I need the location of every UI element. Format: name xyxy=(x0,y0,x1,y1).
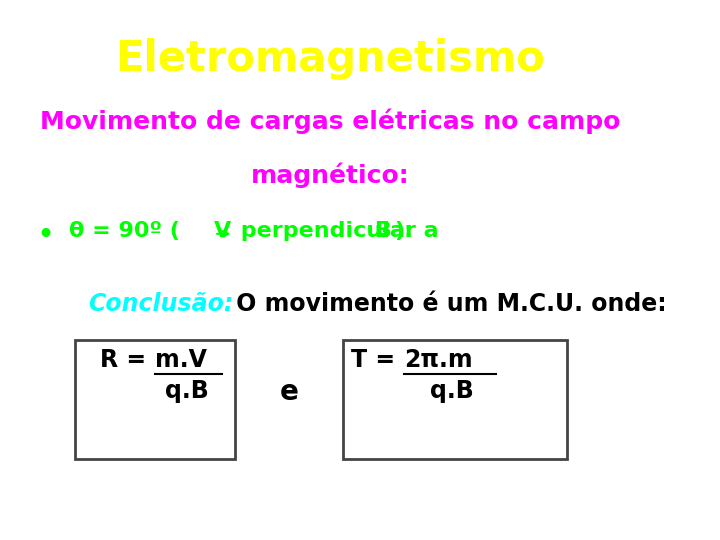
Text: q.B: q.B xyxy=(430,379,474,403)
Text: m.V: m.V xyxy=(155,348,207,372)
Text: R =: R = xyxy=(101,348,155,372)
Text: 2π.m: 2π.m xyxy=(404,348,472,372)
Text: q.B: q.B xyxy=(165,379,209,403)
Text: e: e xyxy=(279,378,298,406)
Text: ):: ): xyxy=(395,221,413,241)
Text: Movimento de cargas elétricas no campo: Movimento de cargas elétricas no campo xyxy=(40,108,621,133)
Text: θ = 90º (: θ = 90º ( xyxy=(68,221,187,241)
Text: B: B xyxy=(375,221,392,241)
Text: magnético:: magnético: xyxy=(251,162,410,187)
Text: O movimento é um M.C.U. onde:: O movimento é um M.C.U. onde: xyxy=(228,292,667,315)
Text: •: • xyxy=(37,221,55,251)
Text: Eletromagnetismo: Eletromagnetismo xyxy=(115,38,545,80)
Text: T =: T = xyxy=(351,348,404,372)
Text: V: V xyxy=(215,221,231,241)
Text: perpendicular a: perpendicular a xyxy=(233,221,446,241)
Text: Conclusão:: Conclusão: xyxy=(88,292,233,315)
